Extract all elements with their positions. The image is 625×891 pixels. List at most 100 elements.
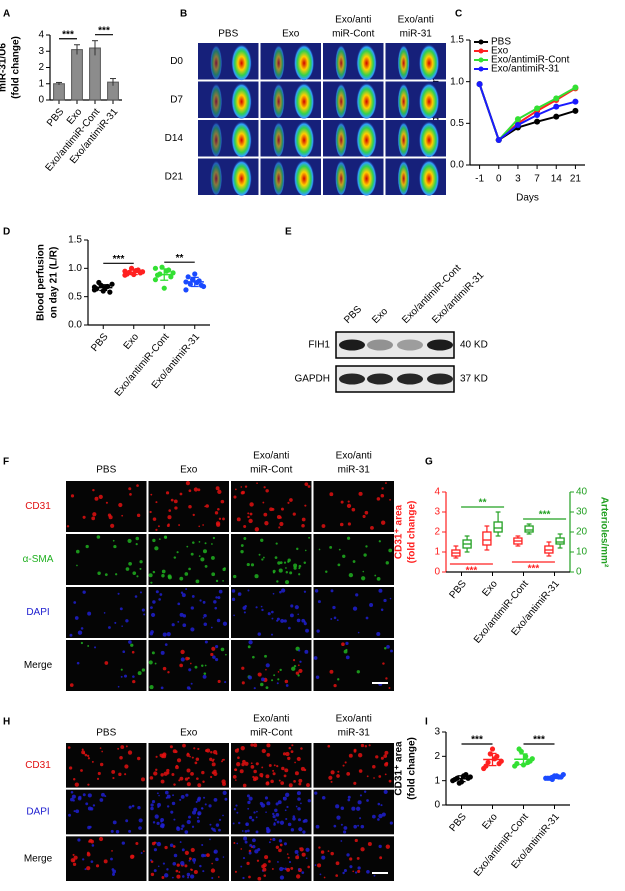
- stain: [252, 655, 255, 659]
- stain: [243, 611, 246, 614]
- stain: [70, 858, 75, 863]
- stain: [114, 621, 117, 624]
- stain: [339, 522, 344, 527]
- stain: [149, 510, 152, 514]
- stain: [98, 494, 103, 499]
- significance-label: ***: [98, 25, 110, 36]
- stain: [233, 495, 237, 499]
- stain: [153, 771, 158, 776]
- stain: [136, 575, 139, 578]
- stain: [173, 499, 178, 504]
- stain: [82, 858, 85, 861]
- stain: [188, 815, 191, 819]
- stain: [193, 869, 198, 875]
- stain: [153, 841, 157, 844]
- stain: [297, 868, 301, 871]
- stain: [172, 845, 176, 848]
- stain: [91, 760, 94, 763]
- stain: [172, 862, 177, 866]
- y-tick-label: 3: [434, 727, 440, 738]
- image: [313, 534, 394, 585]
- row-label: DAPI: [26, 807, 49, 818]
- stain: [94, 496, 99, 501]
- stain: [217, 507, 220, 511]
- protein-label: GAPDH: [294, 374, 330, 385]
- x-tick-label: 3: [515, 174, 521, 185]
- stain: [203, 796, 206, 799]
- stain: [129, 854, 135, 859]
- stain: [119, 607, 123, 611]
- stain: [132, 679, 136, 684]
- stain: [162, 666, 167, 671]
- lane-label: PBS: [342, 304, 364, 326]
- stain: [92, 804, 96, 807]
- significance-label: ***: [113, 254, 125, 265]
- panel-letter: I: [425, 717, 428, 728]
- stain: [347, 795, 351, 799]
- stain: [314, 589, 319, 593]
- stain: [257, 632, 262, 636]
- stain: [303, 620, 306, 623]
- stain: [218, 828, 221, 832]
- stain: [206, 853, 210, 858]
- stain: [74, 782, 80, 787]
- stain: [184, 572, 189, 576]
- stain: [293, 563, 298, 568]
- stain: [279, 590, 282, 594]
- stain: [298, 668, 303, 674]
- stain: [178, 524, 181, 526]
- stain: [330, 851, 334, 856]
- stain: [128, 829, 132, 833]
- stain: [293, 665, 297, 668]
- column-label: Exo/anti: [253, 451, 289, 462]
- stain: [332, 605, 336, 610]
- stain: [193, 487, 198, 492]
- stain: [96, 777, 100, 780]
- stain: [292, 817, 296, 821]
- y-tick-label: 20: [576, 527, 588, 538]
- perfusion-blob: [418, 119, 440, 158]
- stain: [298, 782, 302, 786]
- stain: [366, 775, 369, 778]
- stain: [159, 593, 163, 596]
- stain: [108, 626, 111, 629]
- stain: [286, 805, 289, 809]
- stain: [372, 764, 376, 769]
- stain: [222, 856, 225, 858]
- stain: [99, 798, 104, 802]
- stain: [179, 776, 184, 781]
- stain: [335, 804, 340, 809]
- stain: [75, 809, 80, 814]
- stain: [253, 811, 256, 814]
- stain: [271, 679, 274, 682]
- stain: [380, 520, 386, 525]
- stain: [166, 868, 169, 871]
- stain: [273, 764, 276, 767]
- stain: [215, 857, 219, 862]
- stain: [176, 551, 179, 554]
- stain: [288, 783, 293, 788]
- stain: [291, 744, 294, 747]
- perfusion-blob: [397, 120, 410, 157]
- stain: [178, 779, 181, 782]
- stain: [285, 571, 289, 574]
- stain: [362, 514, 366, 518]
- stain: [198, 555, 201, 557]
- stain: [113, 544, 117, 549]
- stain: [176, 863, 180, 867]
- stain: [236, 762, 241, 767]
- stain: [246, 794, 250, 798]
- stain: [167, 523, 170, 526]
- perfusion-blob: [397, 43, 410, 80]
- stain: [211, 771, 215, 775]
- y-tick-label: 0: [38, 95, 44, 106]
- stain: [179, 663, 183, 668]
- stain: [255, 816, 258, 819]
- stain: [265, 489, 269, 493]
- stain: [166, 805, 170, 808]
- legend-marker: [478, 48, 484, 54]
- y-tick-label: 4: [38, 30, 44, 41]
- stain: [112, 539, 115, 542]
- perfusion-blob: [356, 157, 377, 196]
- stain: [256, 482, 258, 485]
